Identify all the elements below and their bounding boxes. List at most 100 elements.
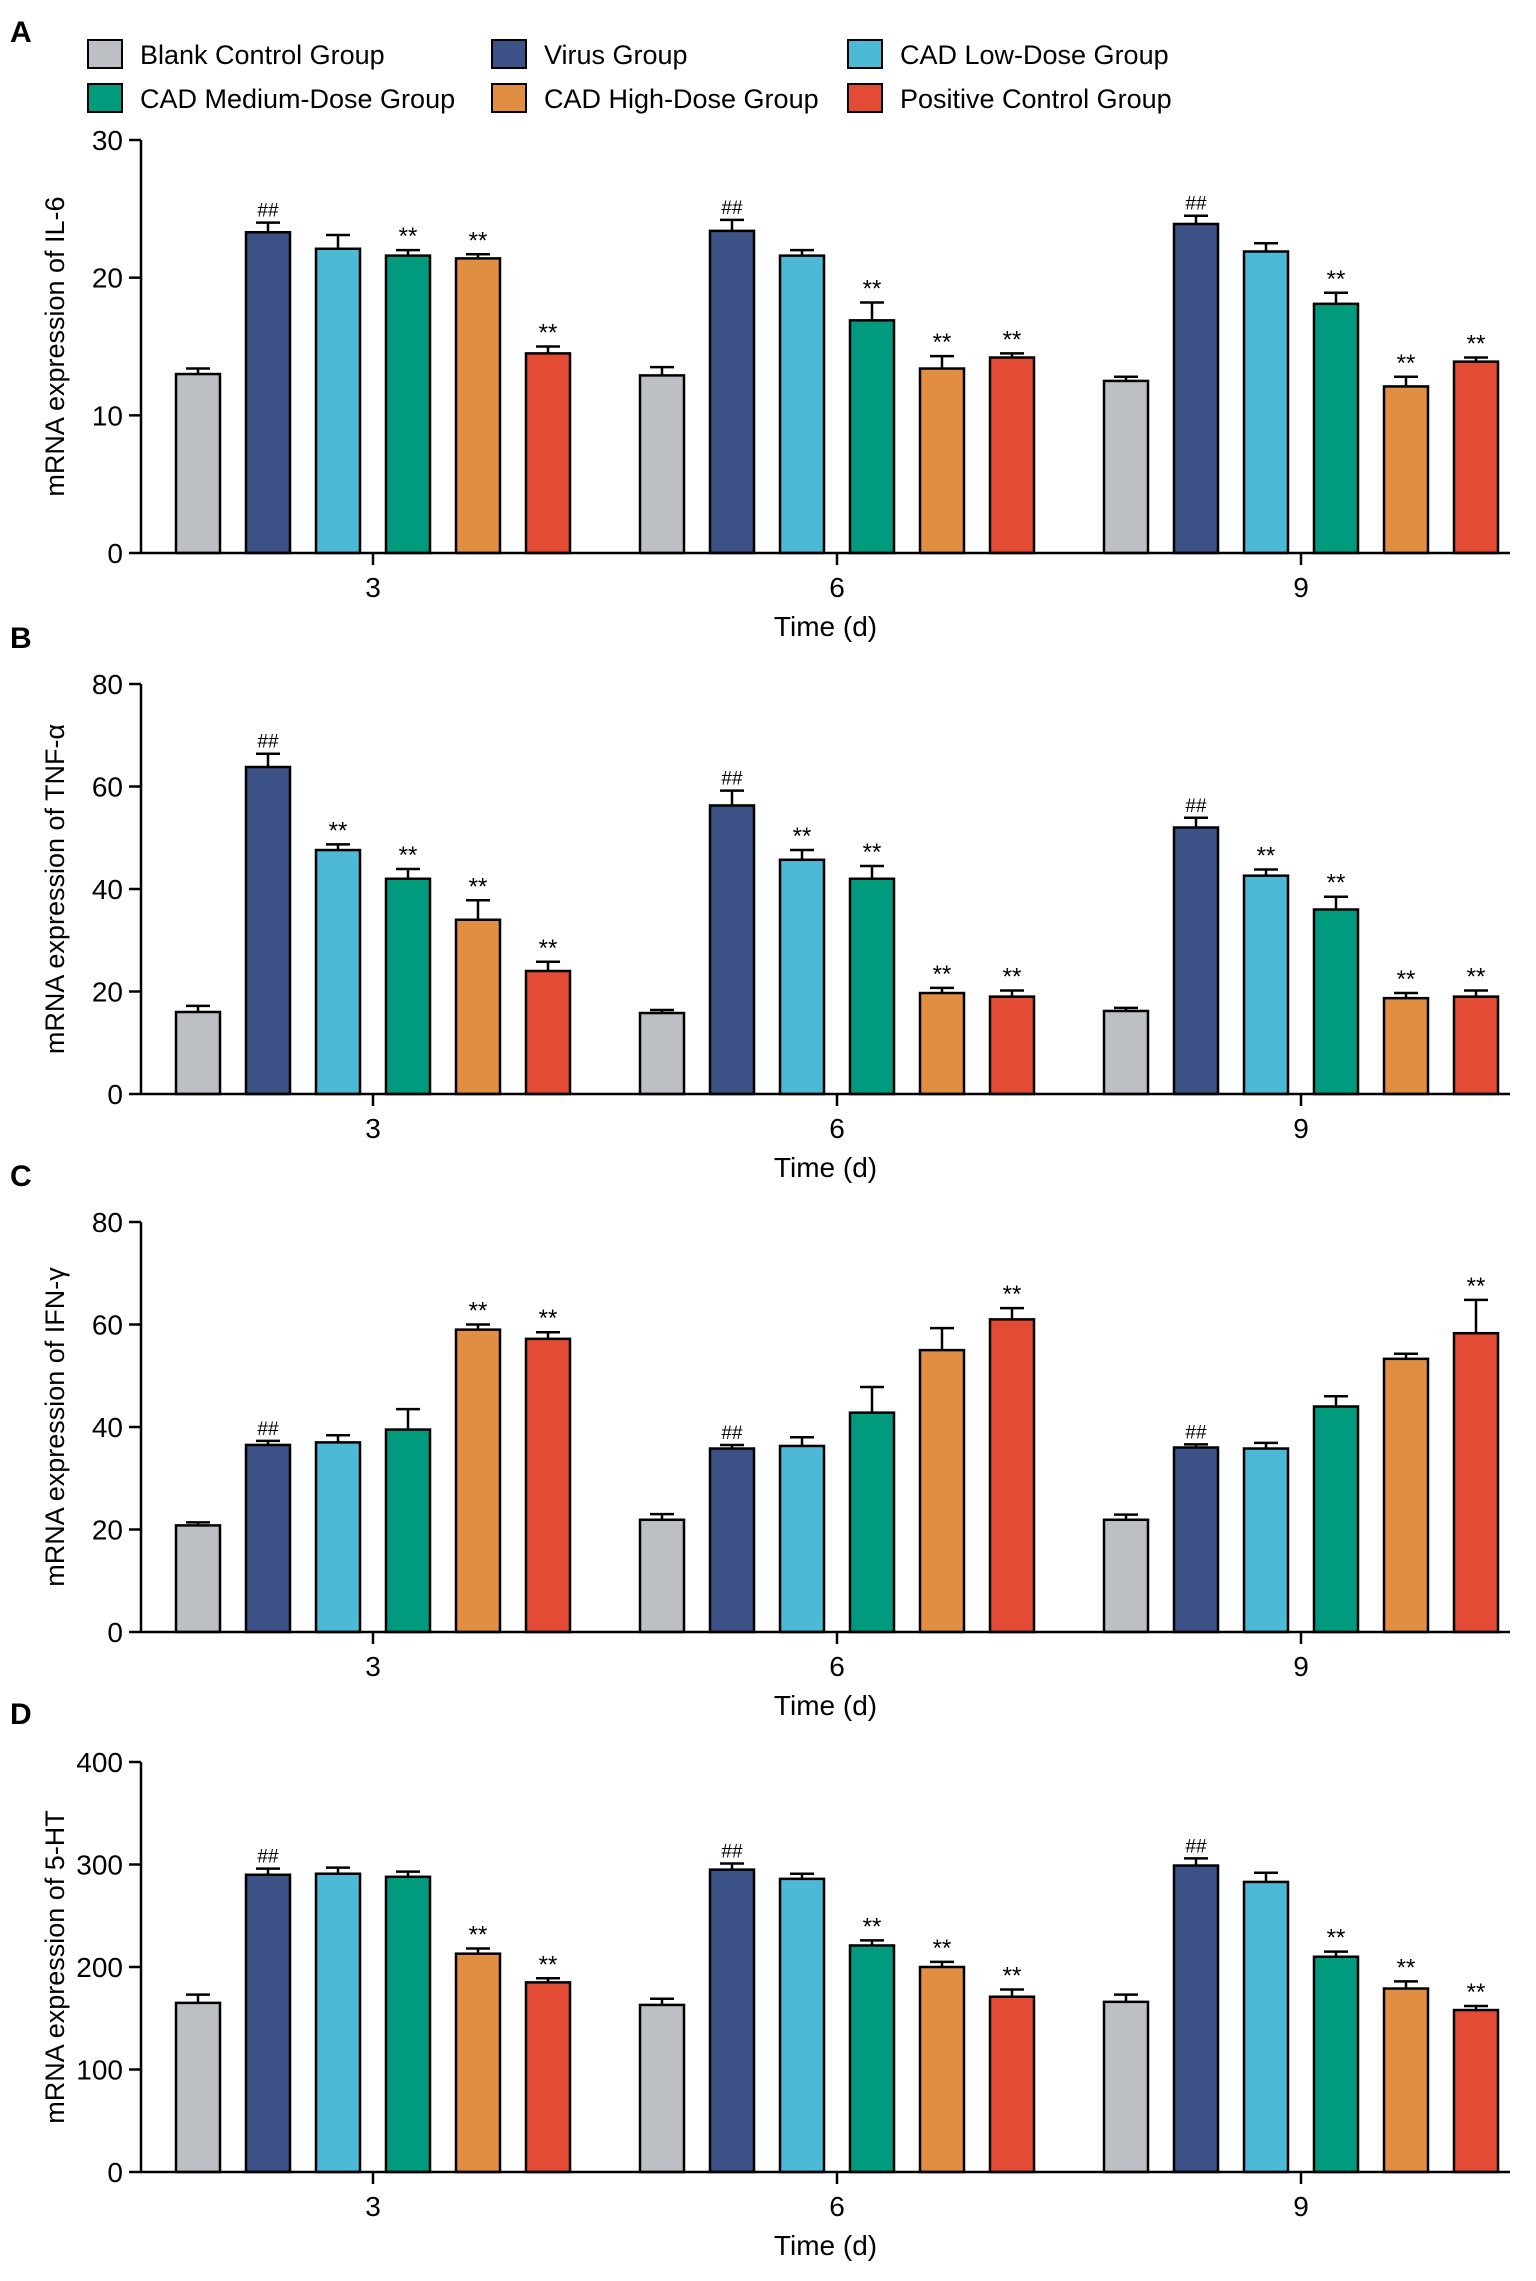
legend-swatch — [847, 39, 883, 69]
significance-mark: ** — [933, 961, 952, 988]
bar — [638, 374, 686, 555]
bar — [1452, 1331, 1500, 1634]
bar — [848, 319, 896, 555]
bar — [1172, 826, 1220, 1096]
bar — [384, 1875, 432, 2174]
x-tick-label: 3 — [365, 2191, 381, 2222]
bar — [848, 1411, 896, 1634]
bar — [174, 1524, 222, 1634]
bar — [638, 2003, 686, 2174]
y-axis-label: mRNA expression of IFN-γ — [40, 1267, 70, 1587]
significance-mark: ** — [469, 1922, 488, 1949]
bar — [1452, 995, 1500, 1096]
bar — [1242, 1880, 1290, 2174]
bar — [524, 352, 572, 555]
bar — [454, 918, 502, 1096]
y-axis-label: mRNA expression of IL-6 — [40, 196, 70, 496]
significance-mark: ** — [539, 1951, 558, 1978]
bar — [1382, 996, 1430, 1096]
significance-mark: ** — [1467, 963, 1486, 990]
bar — [918, 367, 966, 555]
bar — [918, 1348, 966, 1634]
significance-mark: ** — [1257, 843, 1276, 870]
bar — [1172, 222, 1220, 555]
x-tick-label: 6 — [829, 1113, 845, 1144]
x-tick-label: 9 — [1293, 1113, 1309, 1144]
bar — [1452, 2008, 1500, 2174]
bar — [174, 2001, 222, 2174]
bar — [708, 229, 756, 555]
legend-label: CAD Medium-Dose Group — [140, 84, 455, 114]
bar — [314, 848, 362, 1096]
bar — [988, 995, 1036, 1096]
x-tick-label: 6 — [829, 1651, 845, 1682]
bar — [524, 1337, 572, 1634]
significance-mark: ## — [257, 1419, 279, 1440]
significance-mark: ** — [863, 839, 882, 866]
bar — [454, 1952, 502, 2174]
significance-mark: ** — [1327, 870, 1346, 897]
panel-label: B — [10, 622, 32, 655]
bar — [988, 1318, 1036, 1634]
y-tick-label: 20 — [92, 1515, 123, 1546]
significance-mark: ** — [863, 275, 882, 302]
bar — [244, 230, 292, 555]
y-tick-label: 100 — [76, 2055, 123, 2086]
significance-mark: ** — [1003, 963, 1022, 990]
bar — [918, 991, 966, 1096]
bar — [1102, 2000, 1150, 2174]
x-tick-label: 9 — [1293, 572, 1309, 603]
bar — [638, 1518, 686, 1634]
bar — [1382, 1987, 1430, 2174]
significance-mark: ** — [933, 329, 952, 356]
significance-mark: ## — [1185, 796, 1207, 817]
x-axis-label: Time (d) — [774, 1152, 877, 1183]
significance-mark: ** — [1327, 1925, 1346, 1952]
bar — [848, 877, 896, 1096]
bar — [524, 1981, 572, 2174]
bar — [1452, 360, 1500, 555]
y-tick-label: 60 — [92, 1310, 123, 1341]
bar — [454, 257, 502, 555]
bar — [1172, 1864, 1220, 2174]
significance-mark: ## — [1185, 1422, 1207, 1443]
bar — [1172, 1446, 1220, 1634]
significance-mark: ## — [721, 1423, 743, 1444]
bar — [1242, 1447, 1290, 1634]
bar — [174, 372, 222, 555]
x-axis-label: Time (d) — [774, 1690, 877, 1721]
bar — [1312, 1405, 1360, 1634]
bar — [314, 247, 362, 555]
significance-mark: ** — [469, 873, 488, 900]
significance-mark: ** — [1003, 1281, 1022, 1308]
bar — [988, 356, 1036, 555]
bar — [638, 1011, 686, 1096]
bar — [708, 1447, 756, 1634]
significance-mark: ** — [863, 1913, 882, 1940]
bar — [708, 1868, 756, 2174]
bar — [244, 1443, 292, 1634]
y-tick-label: 200 — [76, 1952, 123, 1983]
y-tick-label: 0 — [107, 1617, 123, 1648]
legend-label: CAD High-Dose Group — [544, 84, 819, 114]
significance-mark: ## — [721, 769, 743, 790]
bar — [778, 858, 826, 1096]
bar — [1102, 379, 1150, 555]
y-tick-label: 300 — [76, 1850, 123, 1881]
bar — [778, 254, 826, 555]
bar — [524, 969, 572, 1096]
x-tick-label: 3 — [365, 1113, 381, 1144]
y-tick-label: 400 — [76, 1747, 123, 1778]
y-tick-label: 30 — [92, 125, 123, 156]
y-tick-label: 10 — [92, 400, 123, 431]
bar — [1242, 250, 1290, 555]
bar — [1312, 1955, 1360, 2174]
y-axis-label: mRNA expression of TNF-α — [40, 724, 70, 1054]
significance-mark: ## — [721, 198, 743, 219]
bar — [708, 804, 756, 1096]
y-tick-label: 0 — [107, 2157, 123, 2188]
panel-label: D — [10, 1698, 32, 1731]
bar — [1312, 302, 1360, 555]
significance-mark: ** — [1467, 331, 1486, 358]
significance-mark: ** — [539, 320, 558, 347]
